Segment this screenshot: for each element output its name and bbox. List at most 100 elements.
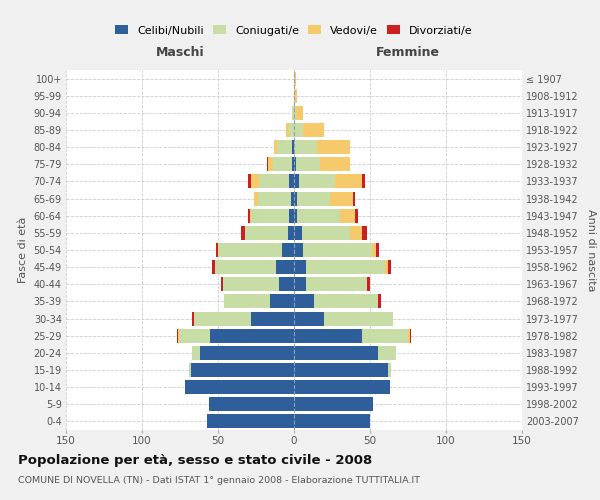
Bar — [350, 226, 362, 240]
Bar — [294, 380, 390, 394]
Bar — [294, 398, 373, 411]
Bar — [294, 414, 370, 428]
Bar — [268, 158, 273, 172]
Bar — [180, 328, 211, 342]
Bar — [294, 208, 297, 222]
Bar — [282, 243, 294, 257]
Bar — [211, 328, 294, 342]
Bar — [299, 174, 335, 188]
Bar — [410, 328, 411, 342]
Bar — [306, 278, 367, 291]
Bar — [367, 278, 370, 291]
Text: COMUNE DI NOVELLA (TN) - Dati ISTAT 1° gennaio 2008 - Elaborazione TUTTITALIA.IT: COMUNE DI NOVELLA (TN) - Dati ISTAT 1° g… — [18, 476, 420, 485]
Bar — [251, 174, 259, 188]
Bar — [314, 294, 377, 308]
Bar — [292, 140, 294, 154]
Bar — [248, 208, 250, 222]
Bar — [302, 226, 350, 240]
Bar — [288, 226, 294, 240]
Bar — [289, 208, 294, 222]
Bar — [296, 106, 303, 120]
Bar — [194, 312, 251, 326]
Bar — [296, 158, 320, 172]
Bar — [388, 260, 391, 274]
Bar — [257, 192, 291, 205]
Bar — [291, 192, 294, 205]
Bar — [241, 226, 245, 240]
Bar — [289, 123, 294, 137]
Bar — [294, 72, 296, 86]
Bar — [376, 243, 379, 257]
Bar — [408, 328, 410, 342]
Bar — [192, 312, 194, 326]
Bar — [292, 106, 294, 120]
Bar — [303, 123, 325, 137]
Bar — [317, 140, 350, 154]
Bar — [371, 243, 376, 257]
Bar — [294, 260, 306, 274]
Bar — [335, 174, 362, 188]
Bar — [289, 174, 294, 188]
Bar — [279, 278, 294, 291]
Bar — [294, 140, 317, 154]
Bar — [297, 192, 331, 205]
Bar — [306, 260, 385, 274]
Bar — [294, 328, 362, 342]
Bar — [377, 346, 396, 360]
Bar — [248, 174, 251, 188]
Bar — [215, 260, 276, 274]
Bar — [269, 294, 294, 308]
Bar — [297, 208, 340, 222]
Bar — [325, 312, 393, 326]
Bar — [388, 363, 391, 377]
Bar — [362, 226, 367, 240]
Bar — [189, 363, 191, 377]
Legend: Celibi/Nubili, Coniugati/e, Vedovi/e, Divorziati/e: Celibi/Nubili, Coniugati/e, Vedovi/e, Di… — [115, 25, 473, 35]
Bar — [251, 208, 289, 222]
Bar — [294, 106, 296, 120]
Bar — [266, 158, 268, 172]
Bar — [178, 328, 180, 342]
Bar — [221, 278, 223, 291]
Bar — [191, 363, 294, 377]
Bar — [250, 208, 251, 222]
Bar — [294, 192, 297, 205]
Bar — [340, 208, 355, 222]
Text: Femmine: Femmine — [376, 46, 440, 59]
Bar — [259, 174, 289, 188]
Bar — [274, 140, 277, 154]
Bar — [377, 294, 380, 308]
Bar — [273, 158, 292, 172]
Bar — [200, 346, 294, 360]
Bar — [223, 278, 279, 291]
Bar — [177, 328, 178, 342]
Bar — [385, 260, 388, 274]
Bar — [224, 294, 269, 308]
Bar — [286, 123, 289, 137]
Text: Maschi: Maschi — [155, 46, 205, 59]
Bar — [276, 260, 294, 274]
Bar — [294, 243, 303, 257]
Bar — [320, 158, 350, 172]
Bar — [209, 398, 294, 411]
Bar — [245, 226, 288, 240]
Bar — [294, 158, 296, 172]
Bar — [212, 260, 215, 274]
Bar — [303, 243, 371, 257]
Bar — [208, 414, 294, 428]
Bar — [292, 158, 294, 172]
Bar — [294, 278, 306, 291]
Bar — [251, 312, 294, 326]
Bar — [294, 88, 297, 102]
Bar — [277, 140, 292, 154]
Bar — [294, 312, 325, 326]
Bar — [294, 123, 303, 137]
Bar — [294, 346, 377, 360]
Y-axis label: Anni di nascita: Anni di nascita — [586, 209, 596, 291]
Bar — [218, 243, 282, 257]
Bar — [294, 363, 388, 377]
Bar — [192, 346, 200, 360]
Bar — [362, 174, 365, 188]
Bar — [355, 208, 358, 222]
Bar — [217, 243, 218, 257]
